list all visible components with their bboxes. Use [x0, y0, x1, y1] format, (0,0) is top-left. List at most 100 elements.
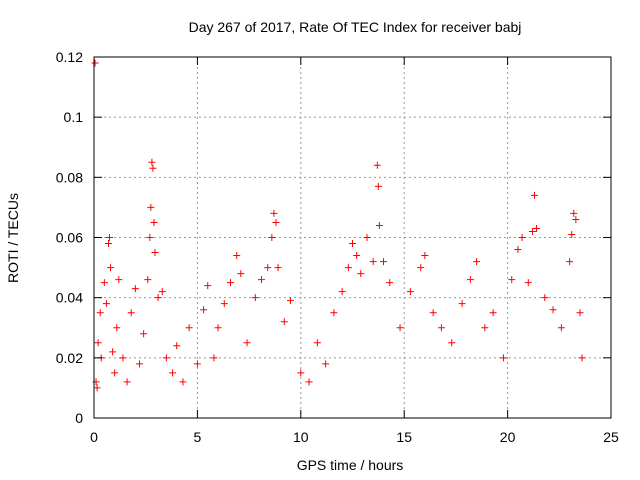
data-point [374, 182, 382, 190]
data-point [570, 209, 578, 217]
data-point [127, 309, 135, 317]
data-point [264, 264, 272, 272]
data-point [437, 324, 445, 332]
data-point [214, 324, 222, 332]
data-point [162, 354, 170, 362]
y-tick-label: 0.06 [56, 230, 83, 246]
data-point [353, 252, 361, 260]
x-tick-label: 5 [194, 429, 202, 445]
data-point [94, 339, 102, 347]
data-point [179, 378, 187, 386]
data-point [572, 215, 580, 223]
data-point [330, 309, 338, 317]
data-points [91, 59, 586, 392]
data-point [530, 191, 538, 199]
data-point [135, 360, 143, 368]
data-point [375, 221, 383, 229]
data-point [338, 288, 346, 296]
data-point [514, 246, 522, 254]
data-point [380, 258, 388, 266]
x-tick-label: 25 [603, 429, 619, 445]
data-point [91, 59, 99, 67]
axis-ticks: 0 0.02 0.04 0.06 0.08 0.1 0.12 0 5 10 15 20 25 [56, 49, 619, 445]
y-tick-label: 0.02 [56, 350, 83, 366]
data-point [373, 161, 381, 169]
data-point [220, 300, 228, 308]
data-point [123, 378, 131, 386]
data-point [386, 279, 394, 287]
data-point [193, 360, 201, 368]
x-axis-label: GPS time / hours [297, 457, 404, 473]
data-point [429, 309, 437, 317]
data-point [448, 339, 456, 347]
data-point [106, 234, 114, 241]
data-point [268, 234, 276, 241]
data-point [115, 276, 123, 284]
data-point [210, 354, 218, 362]
data-point [466, 276, 474, 284]
data-point [578, 354, 586, 362]
data-point [349, 240, 356, 248]
data-point [146, 234, 154, 241]
data-point [322, 360, 330, 368]
y-tick-label: 0 [75, 410, 83, 426]
data-point [251, 294, 259, 302]
data-point [173, 342, 181, 350]
data-point [528, 227, 536, 235]
data-point [148, 158, 156, 166]
chart-title: Day 267 of 2017, Rate Of TEC Index for r… [189, 19, 522, 35]
data-point [109, 348, 117, 356]
data-point [243, 339, 251, 347]
data-point [533, 224, 541, 232]
data-point [549, 306, 557, 314]
data-point [119, 354, 127, 362]
y-axis-label: ROTI / TECUs [5, 193, 21, 283]
data-point [305, 378, 313, 386]
data-point [274, 264, 282, 272]
plot-frame [93, 56, 612, 419]
data-point [107, 264, 115, 272]
data-point [149, 164, 157, 172]
data-point [357, 270, 365, 278]
data-point [258, 276, 266, 284]
data-point [417, 264, 425, 272]
data-point [185, 324, 193, 332]
data-point [204, 282, 212, 290]
data-point [113, 324, 121, 332]
grid [94, 57, 611, 418]
data-point [481, 324, 489, 332]
data-point [286, 297, 294, 305]
data-point [140, 330, 148, 338]
data-point [154, 294, 162, 302]
data-point [111, 369, 119, 377]
data-point [144, 276, 152, 284]
x-tick-label: 10 [293, 429, 309, 445]
y-tick-label: 0.12 [56, 49, 83, 65]
data-point [524, 279, 532, 287]
data-point [499, 354, 507, 362]
data-point [237, 270, 245, 278]
x-tick-label: 15 [396, 429, 412, 445]
x-tick-label: 20 [500, 429, 516, 445]
data-point [96, 309, 104, 317]
data-point [344, 264, 352, 272]
data-point [200, 306, 208, 314]
data-point [131, 285, 139, 293]
data-point [93, 384, 101, 392]
data-point [104, 240, 112, 248]
data-point [151, 249, 159, 257]
data-point [518, 234, 526, 241]
data-point [541, 294, 549, 302]
data-point [363, 234, 371, 241]
data-point [233, 252, 241, 260]
data-point [566, 258, 574, 266]
data-point [568, 230, 576, 238]
data-point [147, 203, 155, 211]
y-tick-label: 0.08 [56, 169, 83, 185]
data-point [102, 300, 110, 308]
data-point [396, 324, 404, 332]
data-point [226, 279, 234, 287]
data-point [280, 318, 288, 326]
